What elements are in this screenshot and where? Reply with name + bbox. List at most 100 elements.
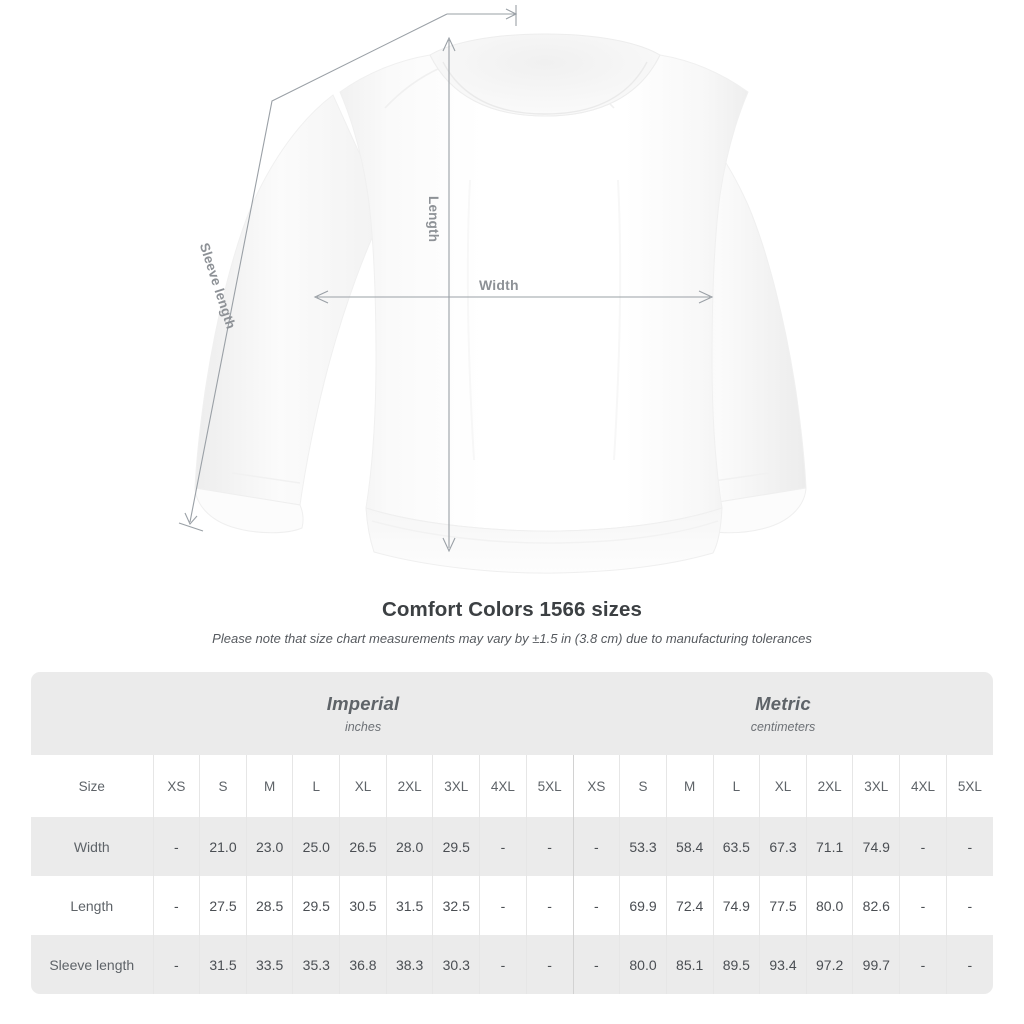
garment-diagram: Width Length Sleeve length — [178, 5, 807, 574]
length-arrowhead-bottom — [442, 537, 456, 553]
cell-width-metric-3xl: 74.9 — [852, 817, 900, 876]
size-header-metric-2xl: 2XL — [805, 755, 853, 817]
cell-sleeve-length-metric-3xl: 99.7 — [852, 935, 900, 994]
row-label-width: Width — [31, 817, 153, 876]
cell-length-metric-s: 69.9 — [619, 876, 667, 935]
unit-subtitle: centimeters — [750, 720, 816, 734]
hem-band — [365, 507, 723, 574]
left-cuff — [194, 487, 304, 534]
cell-length-imperial-xl: 30.5 — [339, 876, 387, 935]
cell-sleeve-length-imperial-4xl: - — [479, 935, 527, 994]
cell-sleeve-length-imperial-l: 35.3 — [292, 935, 340, 994]
cell-width-imperial-xs: - — [152, 817, 200, 876]
cell-sleeve-length-metric-5xl: - — [945, 935, 993, 994]
size-header-metric-xs: XS — [572, 755, 620, 817]
table-row: Length -27.5 28.5 29.5 30.5 31.5 32.5- - -69.9 72… — [31, 876, 993, 935]
cell-length-imperial-l: 29.5 — [292, 876, 340, 935]
unit-subtitle: inches — [344, 720, 382, 734]
size-header-imperial-2xl: 2XL — [385, 755, 433, 817]
cell-sleeve-length-imperial-xl: 36.8 — [339, 935, 387, 994]
cell-length-metric-m: 72.4 — [665, 876, 713, 935]
cell-sleeve-length-metric-2xl: 97.2 — [805, 935, 853, 994]
unit-name: Metric — [755, 693, 811, 714]
size-header-imperial-m: M — [245, 755, 293, 817]
collar-inner-edge — [442, 61, 648, 115]
width-label: Width — [479, 277, 519, 293]
cell-width-imperial-m: 23.0 — [245, 817, 293, 876]
cell-sleeve-length-imperial-s: 31.5 — [199, 935, 247, 994]
size-header-row: Size XS S M L XL 2XL 3XL 4XL 5XL XS S M L XL 2XL 3XL 4XL 5… — [31, 755, 993, 817]
cell-length-metric-5xl: - — [945, 876, 993, 935]
cell-length-metric-xs: - — [572, 876, 620, 935]
cell-sleeve-length-metric-l: 89.5 — [712, 935, 760, 994]
unit-header-row: Imperial inches Metric centimeters — [31, 672, 993, 755]
cell-length-metric-xl: 77.5 — [759, 876, 807, 935]
tolerance-note: Please note that size chart measurements… — [212, 631, 812, 646]
cell-width-imperial-2xl: 28.0 — [385, 817, 433, 876]
cell-width-imperial-3xl: 29.5 — [432, 817, 480, 876]
size-header-imperial-s: S — [199, 755, 247, 817]
width-arrowhead-right — [698, 290, 714, 304]
cell-width-imperial-s: 21.0 — [199, 817, 247, 876]
unit-header-spacer — [31, 672, 153, 755]
cell-sleeve-length-imperial-5xl: - — [525, 935, 574, 994]
cell-length-metric-4xl: - — [899, 876, 947, 935]
cell-width-imperial-5xl: - — [525, 817, 574, 876]
sleeve-arrowhead — [184, 512, 198, 526]
cell-length-imperial-s: 27.5 — [199, 876, 247, 935]
title-block: Comfort Colors 1566 sizes Please note th… — [0, 598, 1024, 646]
size-header-imperial-5xl: 5XL — [525, 755, 574, 817]
cell-width-metric-xs: - — [572, 817, 620, 876]
cell-width-metric-5xl: - — [945, 817, 993, 876]
cell-length-imperial-3xl: 32.5 — [432, 876, 480, 935]
table-row: Sleeve length -31.5 33.5 35.3 36.8 38.3 30.3- -… — [31, 935, 993, 994]
size-header-metric-xl: XL — [759, 755, 807, 817]
sleeve-top-arrowhead — [505, 8, 518, 20]
width-arrowhead-left — [313, 290, 329, 304]
sleeve-end-tick — [178, 522, 204, 532]
cell-sleeve-length-imperial-3xl: 30.3 — [432, 935, 480, 994]
size-chart-table-wrapper: Imperial inches Metric centimeters Size XS S M L… — [31, 672, 993, 994]
cell-width-metric-l: 63.5 — [712, 817, 760, 876]
page-title: Comfort Colors 1566 sizes — [382, 598, 642, 621]
cell-width-metric-2xl: 71.1 — [805, 817, 853, 876]
cell-sleeve-length-metric-4xl: - — [899, 935, 947, 994]
cell-width-metric-xl: 67.3 — [759, 817, 807, 876]
size-header-metric-3xl: 3XL — [852, 755, 900, 817]
size-header-imperial-3xl: 3XL — [432, 755, 480, 817]
cell-length-imperial-5xl: - — [525, 876, 574, 935]
length-label: Length — [426, 196, 441, 243]
cell-width-imperial-xl: 26.5 — [339, 817, 387, 876]
cell-width-metric-4xl: - — [899, 817, 947, 876]
table-row: Width -21.0 23.0 25.0 26.5 28.0 29.5- - -53.3 58.… — [31, 817, 993, 876]
unit-name: Imperial — [326, 693, 400, 714]
cell-width-metric-m: 58.4 — [665, 817, 713, 876]
cell-width-metric-s: 53.3 — [619, 817, 667, 876]
cell-length-metric-l: 74.9 — [712, 876, 760, 935]
cell-length-imperial-2xl: 31.5 — [385, 876, 433, 935]
left-cuff-seam — [231, 472, 301, 484]
measurement-guides — [178, 5, 714, 553]
cell-length-metric-3xl: 82.6 — [852, 876, 900, 935]
cell-length-imperial-4xl: - — [479, 876, 527, 935]
size-header-metric-4xl: 4XL — [899, 755, 947, 817]
size-header-metric-m: M — [665, 755, 713, 817]
size-header-imperial-xl: XL — [339, 755, 387, 817]
left-shoulder-seam — [384, 67, 441, 109]
cell-length-imperial-xs: - — [152, 876, 200, 935]
left-sleeve — [194, 94, 386, 506]
cell-length-metric-2xl: 80.0 — [805, 876, 853, 935]
row-label-length: Length — [31, 876, 153, 935]
hem-seam — [371, 520, 719, 544]
body-fold-left — [466, 179, 475, 461]
length-arrowhead-top — [442, 36, 456, 52]
cell-sleeve-length-imperial-xs: - — [152, 935, 200, 994]
sleeve-guide-line — [189, 13, 448, 523]
size-header-imperial-4xl: 4XL — [479, 755, 527, 817]
cell-sleeve-length-imperial-2xl: 38.3 — [385, 935, 433, 994]
cell-sleeve-length-metric-xs: - — [572, 935, 620, 994]
cell-width-imperial-4xl: - — [479, 817, 527, 876]
collar — [429, 33, 661, 117]
size-column-label: Size — [31, 755, 153, 817]
size-header-metric-l: L — [712, 755, 760, 817]
